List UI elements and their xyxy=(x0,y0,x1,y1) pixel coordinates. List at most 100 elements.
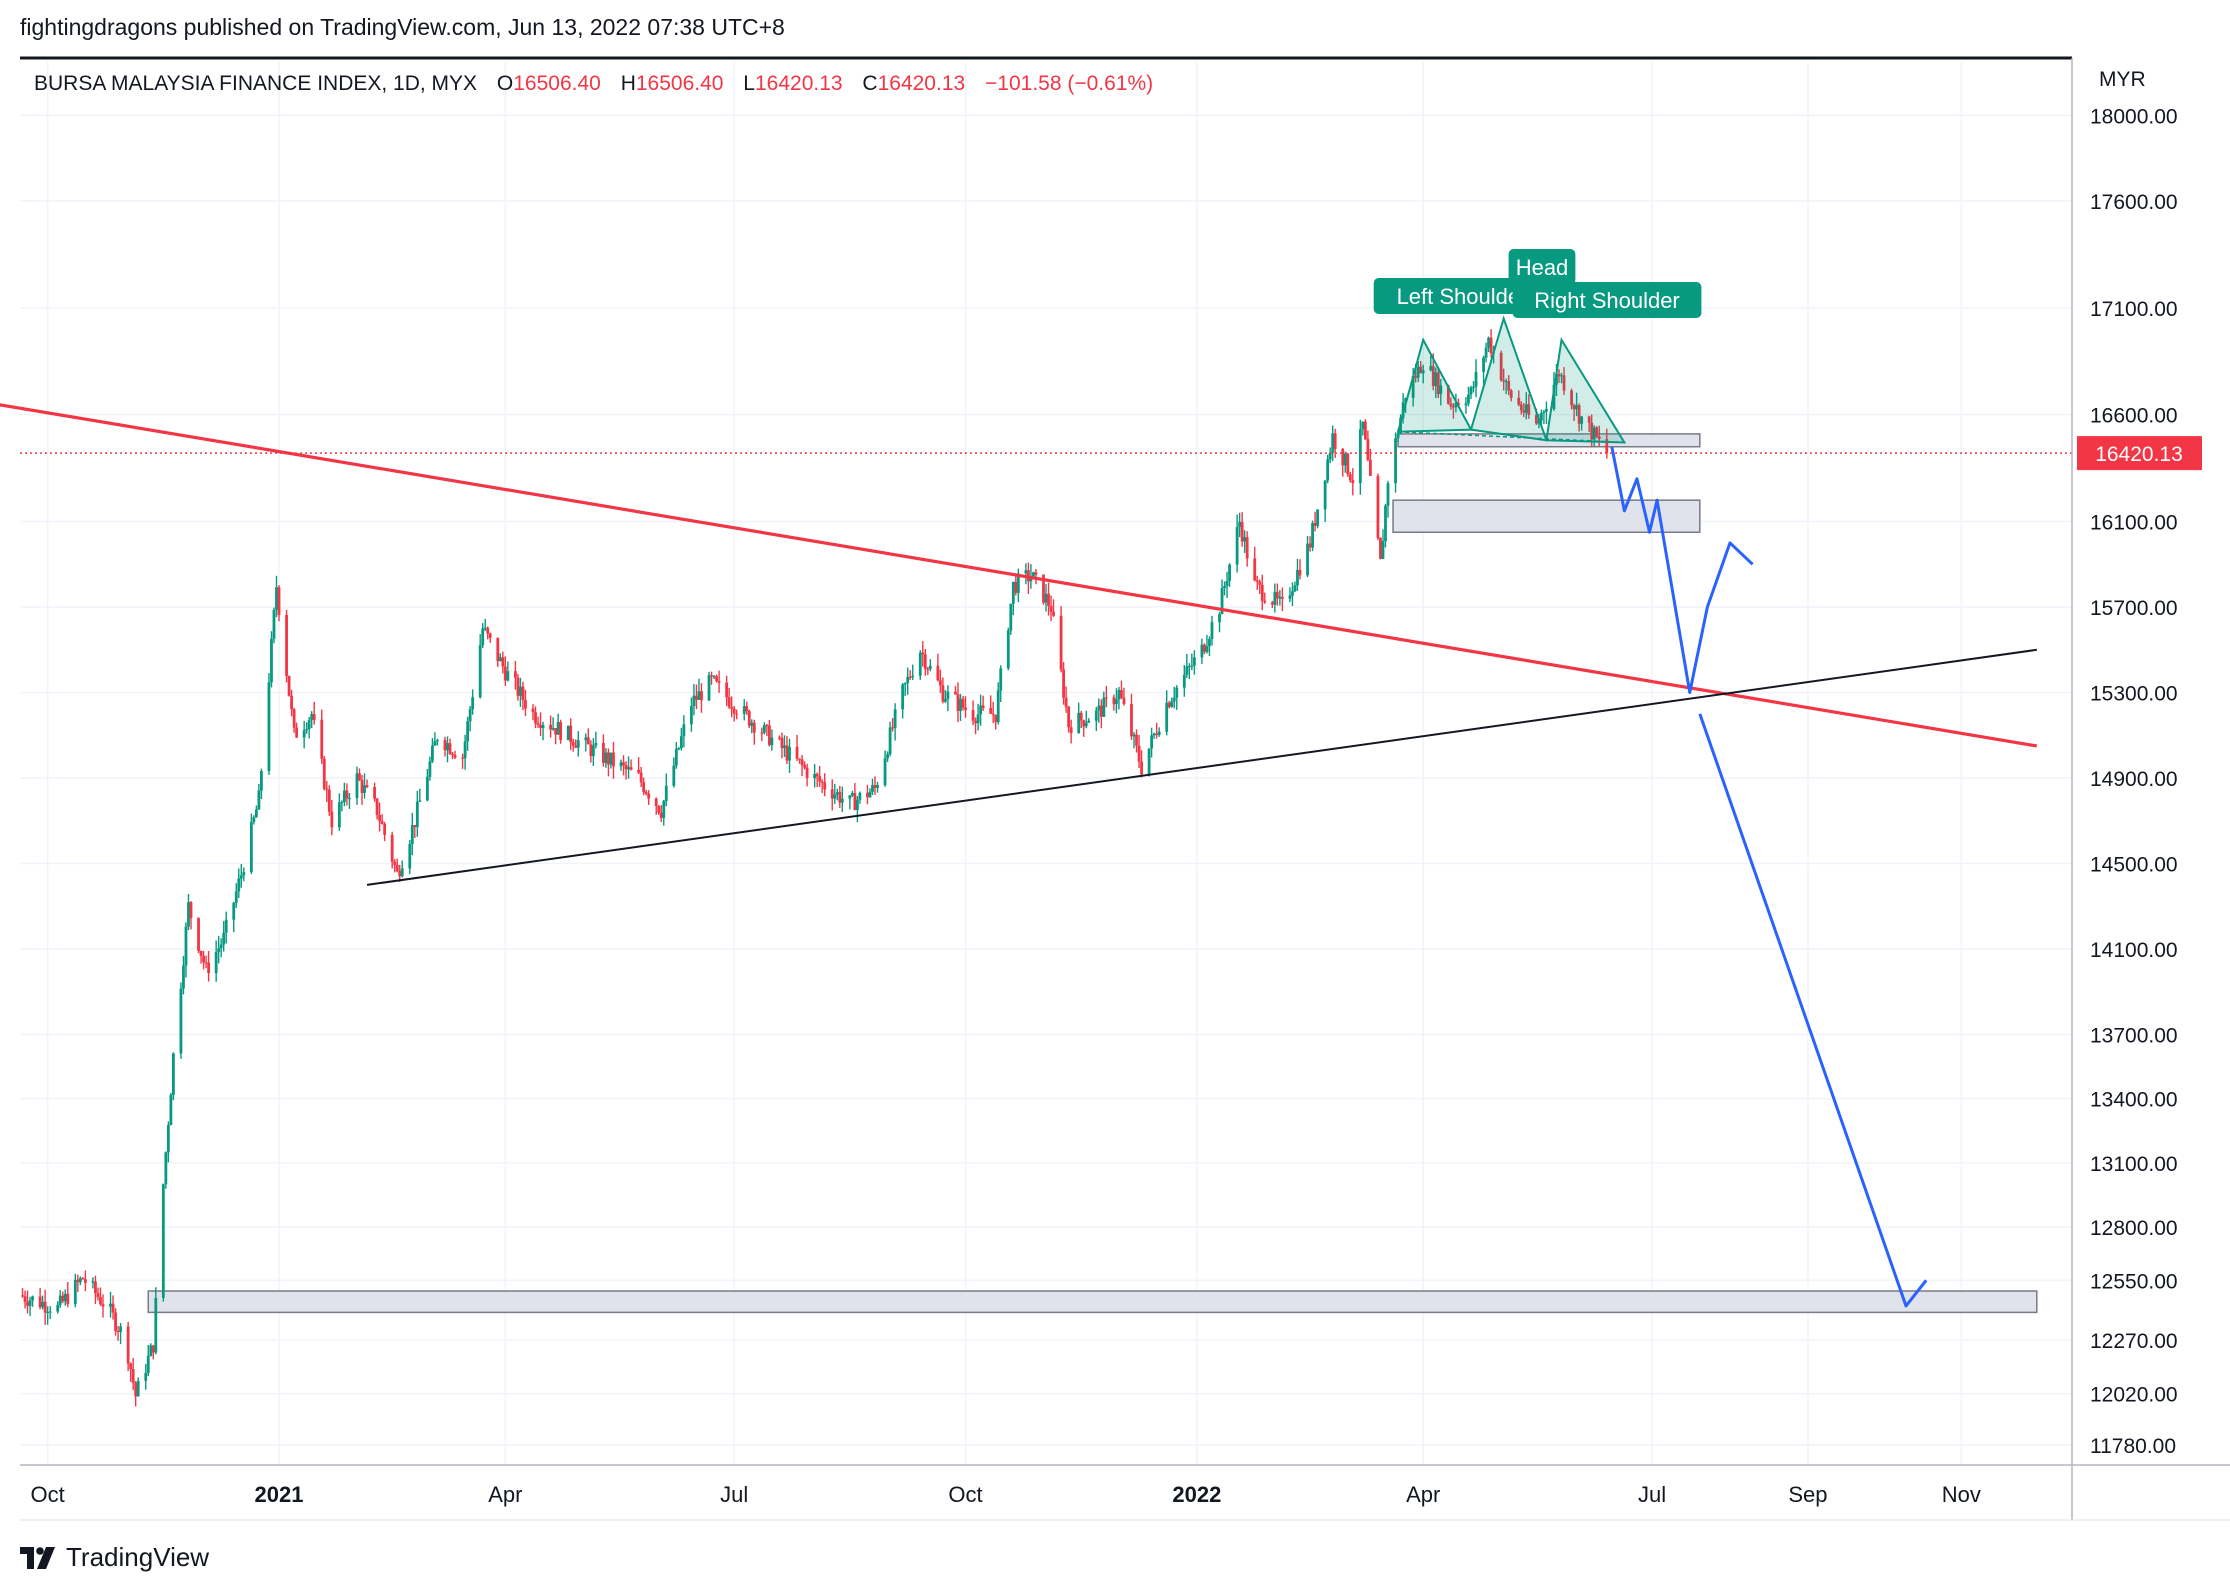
candle xyxy=(197,917,200,954)
candle-body xyxy=(398,871,402,877)
time-tick-label: Apr xyxy=(488,1482,522,1507)
candle-body xyxy=(979,705,983,715)
candle xyxy=(463,734,467,770)
candle xyxy=(272,607,276,644)
head-label-bg xyxy=(1508,249,1576,285)
candle-body xyxy=(1575,405,1579,410)
candle xyxy=(453,750,457,760)
candle-body xyxy=(848,795,852,799)
candle xyxy=(1587,415,1591,432)
candle-body xyxy=(26,1301,29,1306)
candle-body xyxy=(1243,537,1247,542)
candle-body xyxy=(393,861,397,865)
candle xyxy=(805,763,809,787)
candle xyxy=(662,799,666,826)
candle-body xyxy=(765,725,769,727)
candle-body xyxy=(31,1296,34,1301)
candle-body xyxy=(451,753,454,755)
candle-body xyxy=(725,682,729,698)
candle xyxy=(745,701,749,715)
candle xyxy=(81,1277,85,1280)
candle xyxy=(1253,546,1257,582)
candle-body xyxy=(1416,366,1420,378)
candle xyxy=(999,665,1003,703)
candle xyxy=(295,722,299,738)
candle xyxy=(1135,729,1138,753)
candle xyxy=(639,766,643,788)
candle-body xyxy=(1411,375,1415,398)
symbol-name: BURSA MALAYSIA FINANCE INDEX, 1D, MYX xyxy=(34,72,478,95)
candle-body xyxy=(1449,403,1453,407)
candle xyxy=(1298,559,1302,580)
candle xyxy=(700,683,703,713)
candle-body xyxy=(410,825,414,844)
candle-body xyxy=(146,1356,150,1374)
candle-body xyxy=(1577,405,1581,424)
candle xyxy=(1006,627,1010,671)
candle xyxy=(425,769,429,802)
candle xyxy=(252,815,256,825)
candle-body xyxy=(770,737,774,746)
candle-body xyxy=(1077,712,1081,734)
candle xyxy=(1308,536,1312,552)
candle-body xyxy=(1152,733,1156,736)
price-tick-label: 13700.00 xyxy=(2090,1025,2178,1048)
candle xyxy=(725,675,729,706)
candle xyxy=(348,793,351,809)
candle xyxy=(1275,583,1279,606)
candle-body xyxy=(1331,433,1335,453)
candle xyxy=(1200,638,1204,664)
candle-body xyxy=(1381,541,1385,559)
candle xyxy=(976,703,980,731)
candle-body xyxy=(272,609,276,639)
candle xyxy=(232,901,236,933)
candle-body xyxy=(833,794,837,799)
candle xyxy=(1260,574,1264,611)
candle xyxy=(378,802,382,832)
candle-body xyxy=(659,812,663,818)
candle-body xyxy=(800,759,804,766)
candle xyxy=(682,715,686,748)
candle xyxy=(408,840,412,875)
candle-body xyxy=(61,1295,65,1302)
tradingview-logo[interactable]: TradingView xyxy=(20,1542,209,1573)
candle xyxy=(481,623,485,649)
candle xyxy=(1064,686,1068,713)
price-tick-label: 12550.00 xyxy=(2090,1270,2178,1293)
chart-axes: 18000.00 17600.00 17100.00 16600.00 16100.00… xyxy=(20,56,2230,1521)
candle-body xyxy=(571,742,575,746)
candle-body xyxy=(1115,699,1118,705)
candle xyxy=(1280,587,1284,612)
candle xyxy=(815,772,819,788)
candle-body xyxy=(149,1345,153,1357)
candle-body xyxy=(1165,702,1169,732)
candle xyxy=(267,672,271,775)
candle xyxy=(217,935,221,964)
candle-body xyxy=(1524,404,1528,413)
candle xyxy=(559,719,563,744)
candle-body xyxy=(234,891,238,903)
candle xyxy=(171,1052,175,1101)
candle-body xyxy=(1595,427,1599,437)
candle-body xyxy=(463,741,467,759)
candle-body xyxy=(692,695,696,707)
candle-body xyxy=(946,691,950,699)
candle xyxy=(767,720,771,747)
candle-body xyxy=(21,1295,24,1297)
candle-body xyxy=(81,1278,85,1280)
candle-body xyxy=(433,741,437,746)
head-label: Head xyxy=(1508,249,1576,285)
candle-body xyxy=(46,1311,50,1313)
pattern-triangle xyxy=(1469,315,1548,442)
candle-body xyxy=(1394,438,1397,484)
candle xyxy=(556,713,560,735)
candle-body xyxy=(850,793,854,796)
candle xyxy=(431,738,434,764)
candle-body xyxy=(1489,337,1493,354)
candle xyxy=(1228,563,1231,587)
candle-body xyxy=(1218,614,1221,623)
candle xyxy=(850,790,854,797)
candle-body xyxy=(471,697,475,710)
candle-body xyxy=(383,823,387,835)
